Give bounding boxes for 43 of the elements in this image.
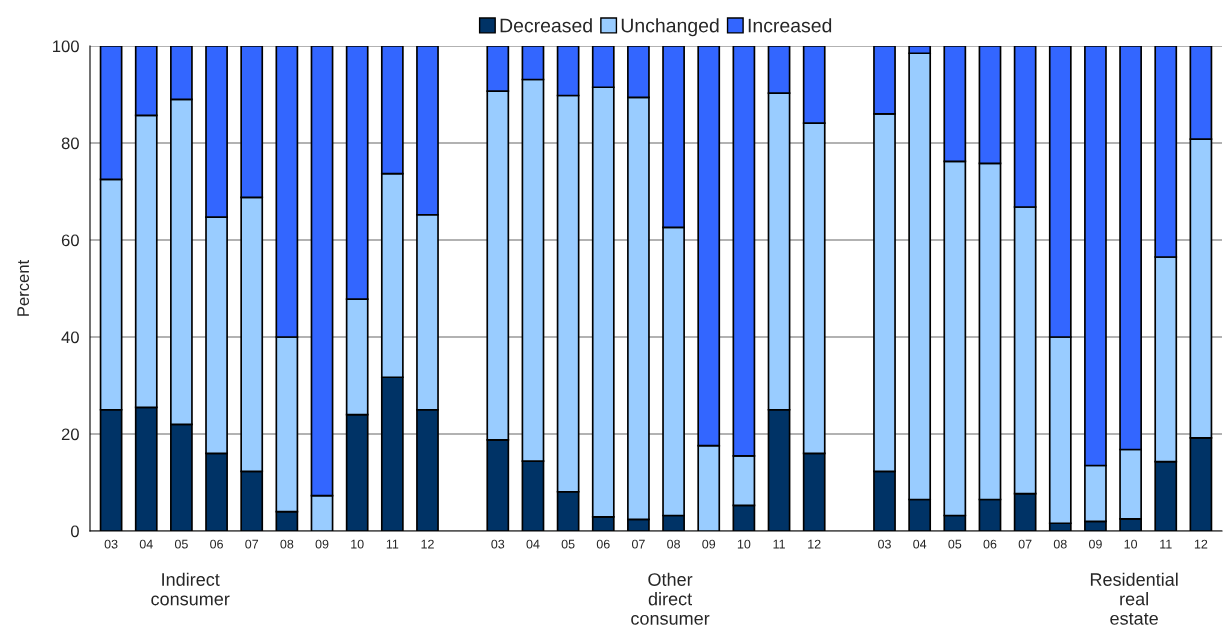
legend-label: Decreased bbox=[500, 18, 592, 33]
x-tick-label: 12 bbox=[808, 539, 821, 549]
text: Residential real estate bbox=[1090, 572, 1178, 625]
x-tick-label: 04 bbox=[526, 539, 540, 549]
text: Other direct consumer bbox=[631, 572, 710, 625]
x-tick-label: 11 bbox=[1160, 539, 1172, 549]
x-tick-label: 07 bbox=[631, 539, 645, 549]
y-axis-title: Percent bbox=[17, 259, 30, 316]
x-tick-label: 10 bbox=[351, 539, 364, 549]
x-tick-label: 10 bbox=[1124, 539, 1138, 549]
y-tick-label: 80 bbox=[61, 137, 79, 150]
x-tick-label: 05 bbox=[561, 539, 575, 549]
x-tick-label: 06 bbox=[210, 539, 223, 549]
y-tick-label: 20 bbox=[61, 428, 79, 441]
x-tick-label: 12 bbox=[421, 539, 434, 549]
legend-label: Unchanged bbox=[621, 18, 719, 37]
x-tick-label: 03 bbox=[491, 539, 505, 549]
y-tick-label: 40 bbox=[61, 331, 79, 344]
x-tick-label: 10 bbox=[737, 539, 751, 549]
x-tick-label: 03 bbox=[878, 539, 891, 549]
y-tick-label: 100 bbox=[53, 40, 79, 53]
x-tick-label: 07 bbox=[1018, 539, 1032, 549]
x-tick-label: 07 bbox=[245, 539, 259, 549]
x-tick-label: 08 bbox=[280, 539, 294, 549]
legend-label: Increased bbox=[748, 18, 832, 33]
x-tick-label: 05 bbox=[174, 539, 188, 549]
x-tick-label: 12 bbox=[1194, 539, 1208, 549]
x-tick-label: 11 bbox=[386, 539, 399, 549]
x-tick-label: 03 bbox=[104, 539, 118, 549]
x-tick-label: 06 bbox=[596, 539, 610, 549]
x-tick-label: 08 bbox=[1053, 539, 1067, 549]
x-tick-label: 06 bbox=[983, 539, 997, 549]
x-tick-label: 05 bbox=[948, 539, 962, 549]
x-tick-label: 09 bbox=[315, 539, 329, 549]
x-tick-label: 08 bbox=[667, 539, 680, 549]
x-tick-label: 04 bbox=[139, 539, 153, 549]
x-tick-label: 04 bbox=[913, 539, 927, 549]
x-tick-label: 09 bbox=[702, 539, 716, 549]
y-tick-label: 60 bbox=[61, 234, 79, 247]
x-tick-label: 11 bbox=[773, 539, 785, 549]
y-tick-label: 0 bbox=[70, 525, 79, 538]
x-tick-label: 09 bbox=[1088, 539, 1102, 549]
text: Indirect consumer bbox=[151, 572, 230, 606]
